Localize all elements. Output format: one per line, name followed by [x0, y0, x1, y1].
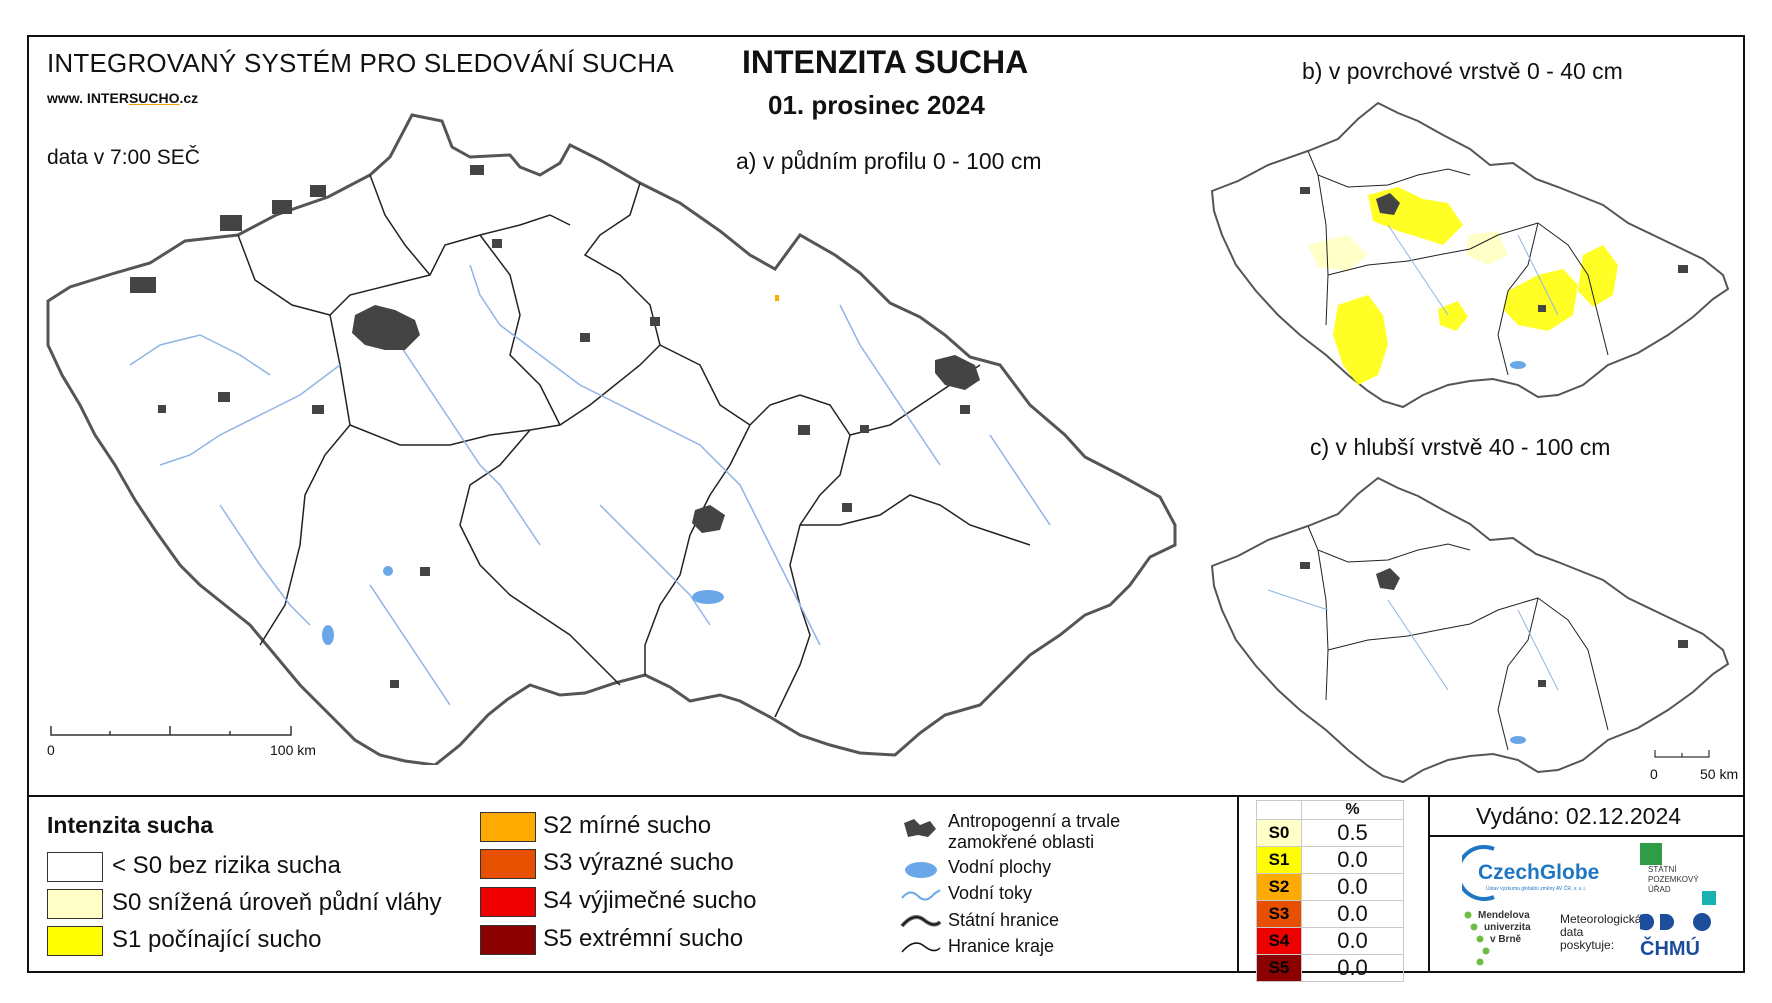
rivers	[129, 264, 1051, 706]
legend-swatch-s1	[47, 926, 103, 956]
legend-symbol-water: Vodní plochy	[948, 857, 1052, 877]
czechglobe-logo[interactable]: CzechGlobe Ústav výzkumu globální změny …	[1462, 843, 1612, 903]
legend-label-s0: S0 snížená úroveň půdní vláhy	[112, 889, 442, 916]
region-border-icon	[901, 942, 941, 953]
river-icon	[901, 889, 941, 901]
meteo-line-2: data	[1560, 925, 1584, 939]
legend-label-s3: S3 výrazné sucho	[543, 849, 734, 876]
map-c-label: c) v hlubší vrstvě 40 - 100 cm	[1310, 434, 1611, 460]
chmu-logo[interactable]: ČHMÚ	[1640, 910, 1720, 966]
mendelu-dots-icon	[1464, 911, 1490, 966]
legend-label-s2: S2 mírné sucho	[543, 812, 712, 839]
table-row-s4: S4 0.0	[1256, 927, 1404, 955]
table-value-s1: 0.0	[1301, 846, 1404, 874]
drought-s2-spot	[775, 295, 779, 301]
table-code-s1: S1	[1256, 846, 1302, 874]
table-row-s0: S0 0.5	[1256, 819, 1404, 847]
website-url[interactable]: www. INTERSUCHO.cz	[47, 90, 199, 106]
scale-main-end: 100 km	[270, 742, 316, 758]
scale-small-start: 0	[1650, 766, 1658, 782]
czech-outline-main	[46, 113, 1177, 765]
water-body-icon	[905, 862, 937, 878]
mendelu-logo[interactable]: Mendelova univerzita v Brně	[1462, 910, 1562, 966]
table-value-s3: 0.0	[1301, 900, 1404, 928]
region-borders	[237, 174, 1031, 718]
issued-date: Vydáno: 02.12.2024	[1476, 803, 1682, 829]
table-header-percent: %	[1301, 800, 1404, 820]
table-row-s5: S5 0.0	[1256, 954, 1404, 982]
table-code-s5: S5	[1256, 954, 1302, 982]
legend-symbol-state-border: Státní hranice	[948, 910, 1060, 930]
legend-swatch-s2	[480, 812, 536, 842]
mendelu-line-2: univerzita	[1484, 922, 1531, 933]
spu-teal-square	[1702, 891, 1716, 905]
table-code-s0: S0	[1256, 819, 1302, 847]
mendelu-line-1: Mendelova	[1478, 910, 1530, 921]
legend-symbol-urban: Antropogenní a trvale zamokřené oblasti	[948, 811, 1121, 852]
legend-label-s1: S1 počínající sucho	[112, 926, 322, 953]
state-border-icon	[900, 915, 942, 928]
czechglobe-name: CzechGlobe	[1478, 861, 1600, 884]
spu-line-2: POZEMKOVÝ	[1648, 875, 1699, 884]
table-value-s4: 0.0	[1301, 927, 1404, 955]
table-code-s4: S4	[1256, 927, 1302, 955]
spu-line-3: ÚŘAD	[1648, 885, 1671, 894]
urban-areas-c	[1300, 562, 1688, 687]
spu-logo[interactable]: STÁTNÍ POZEMKOVÝ ÚŘAD	[1640, 843, 1720, 909]
legend-swatch-s0	[47, 889, 103, 919]
table-row-s3: S3 0.0	[1256, 900, 1404, 928]
legend-divider	[27, 795, 1745, 797]
spu-line-1: STÁTNÍ	[1648, 865, 1677, 874]
czech-outline-c	[1210, 476, 1730, 784]
table-row-s2: S2 0.0	[1256, 873, 1404, 901]
legend-swatch-no-risk	[47, 852, 103, 882]
meteo-line-3: poskytuje:	[1560, 938, 1615, 952]
legend-swatch-s5	[480, 925, 536, 955]
mendelu-line-3: v Brně	[1490, 934, 1522, 945]
chmu-symbol-icon	[1640, 913, 1711, 931]
legend-title: Intenzita sucha	[47, 812, 214, 838]
czechglobe-arc-icon	[1462, 845, 1495, 901]
legend-label-s5: S5 extrémní sucho	[543, 925, 744, 952]
table-value-s2: 0.0	[1301, 873, 1404, 901]
drought-percent-table: % S0 0.5 S1 0.0 S2 0.0 S3 0.0 S4 0.0 S5 …	[1256, 800, 1404, 982]
main-title: INTENZITA SUCHA	[742, 44, 1029, 80]
legend-label-s4: S4 výjimečné sucho	[543, 887, 757, 914]
meteo-line-1: Meteorologická	[1560, 912, 1642, 926]
table-row-s1: S1 0.0	[1256, 846, 1404, 874]
czechglobe-subtitle: Ústav výzkumu globální změny AV ČR, v. v…	[1486, 886, 1587, 892]
scale-main-start: 0	[47, 742, 55, 758]
map-a-root-profile	[46, 113, 1177, 765]
urban-areas	[130, 165, 980, 688]
legend-symbol-region-border: Hranice kraje	[948, 936, 1055, 956]
map-b-surface-layer	[1210, 101, 1730, 409]
legend-label-no-risk: < S0 bez rizika sucha	[112, 852, 341, 879]
system-title: INTEGROVANÝ SYSTÉM PRO SLEDOVÁNÍ SUCHA	[47, 48, 674, 78]
chmu-name: ČHMÚ	[1640, 938, 1700, 960]
data-time: data v 7:00 SEČ	[47, 146, 200, 169]
drought-s0-b	[1308, 231, 1508, 271]
water-bodies	[322, 566, 724, 645]
scale-bar-small	[1654, 750, 1710, 758]
legend-symbol-river: Vodní toky	[948, 883, 1033, 903]
table-code-s3: S3	[1256, 900, 1302, 928]
map-date: 01. prosinec 2024	[768, 90, 985, 120]
scale-small-end: 50 km	[1700, 766, 1739, 782]
urban-areas-b	[1300, 187, 1688, 312]
map-c-deep-layer	[1210, 476, 1730, 784]
table-divider-left	[1237, 795, 1239, 973]
table-code-s2: S2	[1256, 873, 1302, 901]
table-header-row: %	[1256, 800, 1404, 820]
table-divider-right	[1428, 795, 1430, 973]
scale-bar-main	[50, 726, 292, 736]
legend-swatch-s4	[480, 887, 536, 917]
map-b-label: b) v povrchové vrstvě 0 - 40 cm	[1302, 58, 1623, 84]
map-a-label: a) v půdním profilu 0 - 100 cm	[736, 148, 1042, 174]
table-value-s0: 0.5	[1301, 819, 1404, 847]
urban-area-icon	[904, 819, 936, 837]
map-frame	[27, 35, 1745, 973]
legend-swatch-s3	[480, 849, 536, 879]
issued-divider	[1428, 835, 1745, 837]
table-value-s5: 0.0	[1301, 954, 1404, 982]
